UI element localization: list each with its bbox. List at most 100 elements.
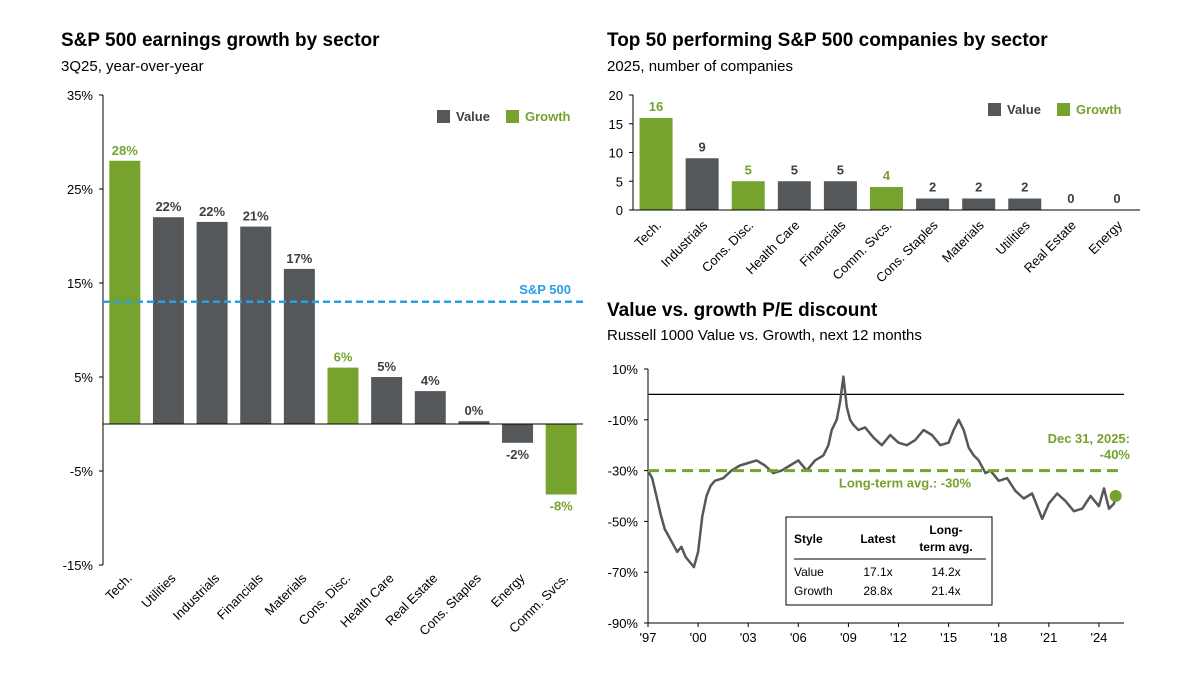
- pe-table-header: Long-: [929, 523, 962, 537]
- pe-table: [785, 516, 993, 606]
- top50-bar: [731, 181, 765, 210]
- pe-x-tick-label: '97: [640, 630, 657, 645]
- pe-table-cell: Growth: [794, 584, 833, 598]
- earnings-chart-subtitle: 3Q25, year-over-year: [61, 58, 204, 75]
- top50-category-label: Tech.: [632, 218, 665, 251]
- pe-x-tick-label: '00: [690, 630, 707, 645]
- earnings-y-tick-label: 25%: [67, 182, 93, 197]
- pe-y-tick-label: -50%: [608, 514, 639, 529]
- top50-y-tick-label: 0: [616, 203, 623, 218]
- top50-value-label: 9: [699, 139, 706, 154]
- top50-legend-growth-swatch: [1057, 103, 1070, 116]
- earnings-bar: [283, 268, 315, 424]
- top50-bar: [1008, 198, 1042, 210]
- latest-value-marker: [1109, 490, 1122, 502]
- earnings-bar: [109, 160, 141, 425]
- latest-value-label: -40%: [1100, 447, 1131, 462]
- top50-bar: [962, 198, 996, 210]
- pe-table-cell: 17.1x: [863, 565, 892, 579]
- earnings-value-label: 21%: [243, 209, 269, 224]
- pe-x-tick-label: '09: [840, 630, 857, 645]
- top50-legend-value-label: Value: [1007, 102, 1041, 117]
- earnings-legend-value-swatch: [437, 110, 450, 123]
- long-term-avg-label: Long-term avg.: -30%: [839, 476, 972, 491]
- top50-bar: [639, 118, 673, 210]
- top50-value-label: 5: [837, 162, 844, 177]
- earnings-y-tick-label: -5%: [70, 464, 94, 479]
- earnings-bar: [196, 221, 228, 424]
- earnings-bar: [458, 421, 490, 424]
- pe-x-tick-label: '12: [890, 630, 907, 645]
- pe-chart-title: Value vs. growth P/E discount: [607, 300, 878, 321]
- earnings-value-label: 4%: [421, 373, 440, 388]
- earnings-bar: [327, 367, 359, 424]
- earnings-value-label: 6%: [334, 350, 353, 365]
- top50-y-tick-label: 15: [609, 117, 623, 132]
- pe-y-tick-label: 10%: [612, 362, 638, 377]
- earnings-category-label: Utilities: [138, 570, 179, 611]
- top50-legend-growth-label: Growth: [1076, 102, 1122, 117]
- pe-table-cell: 14.2x: [931, 565, 960, 579]
- pe-y-tick-label: -70%: [608, 565, 639, 580]
- top50-value-label: 5: [745, 162, 752, 177]
- top50-value-label: 4: [883, 168, 891, 183]
- pe-y-tick-label: -10%: [608, 413, 639, 428]
- earnings-category-label: Tech.: [102, 571, 135, 604]
- sp500-reference-label: S&P 500: [519, 282, 571, 297]
- pe-x-tick-label: '18: [990, 630, 1007, 645]
- top50-category-label: Utilities: [993, 217, 1034, 258]
- top50-y-tick-label: 20: [609, 88, 623, 103]
- top50-bar: [685, 158, 719, 210]
- earnings-legend-growth-label: Growth: [525, 109, 571, 124]
- pe-x-tick-label: '15: [940, 630, 957, 645]
- top50-value-label: 2: [975, 180, 982, 195]
- top50-value-label: 0: [1067, 191, 1074, 206]
- pe-table-header: term avg.: [919, 540, 972, 554]
- earnings-value-label: 5%: [377, 359, 396, 374]
- top50-value-label: 2: [1021, 180, 1028, 195]
- pe-chart-subtitle: Russell 1000 Value vs. Growth, next 12 m…: [607, 327, 922, 344]
- earnings-value-label: 17%: [286, 251, 312, 266]
- latest-value-date-label: Dec 31, 2025:: [1048, 431, 1130, 446]
- earnings-bar: [545, 424, 577, 495]
- pe-x-tick-label: '21: [1040, 630, 1057, 645]
- top50-bar: [823, 181, 857, 210]
- earnings-bar: [414, 391, 446, 424]
- earnings-category-label: Financials: [214, 570, 266, 622]
- pe-x-tick-label: '24: [1090, 630, 1107, 645]
- top50-chart-subtitle: 2025, number of companies: [607, 58, 793, 75]
- earnings-value-label: -2%: [506, 447, 530, 462]
- pe-table-cell: 21.4x: [931, 584, 960, 598]
- top50-value-label: 5: [791, 162, 798, 177]
- earnings-y-tick-label: 15%: [67, 276, 93, 291]
- top50-chart-title: Top 50 performing S&P 500 companies by s…: [607, 30, 1048, 51]
- earnings-legend-growth-swatch: [506, 110, 519, 123]
- top50-category-label: Energy: [1085, 217, 1125, 257]
- pe-table-cell: Value: [794, 565, 824, 579]
- earnings-value-label: 22%: [155, 199, 181, 214]
- earnings-bar: [152, 217, 184, 424]
- pe-x-tick-label: '03: [740, 630, 757, 645]
- earnings-bar: [240, 226, 272, 424]
- earnings-category-label: Energy: [488, 570, 528, 610]
- pe-table-header: Latest: [860, 532, 895, 546]
- top50-value-label: 0: [1113, 191, 1120, 206]
- earnings-bar: [371, 377, 403, 424]
- earnings-value-label: 22%: [199, 204, 225, 219]
- pe-y-tick-label: -30%: [608, 464, 639, 479]
- earnings-category-label: Industrials: [170, 570, 223, 623]
- top50-bar: [916, 198, 950, 210]
- pe-table-cell: 28.8x: [863, 584, 892, 598]
- top50-category-label: Materials: [939, 217, 987, 265]
- earnings-value-label: -8%: [550, 499, 574, 514]
- pe-x-tick-label: '06: [790, 630, 807, 645]
- earnings-bar: [502, 424, 534, 443]
- earnings-y-tick-label: 5%: [74, 370, 93, 385]
- top50-value-label: 16: [649, 99, 663, 114]
- earnings-value-label: 0%: [465, 403, 484, 418]
- pe-discount-line: [646, 375, 1117, 569]
- top50-legend-value-swatch: [988, 103, 1001, 116]
- pe-table-header: Style: [794, 532, 823, 546]
- pe-y-tick-label: -90%: [608, 616, 639, 631]
